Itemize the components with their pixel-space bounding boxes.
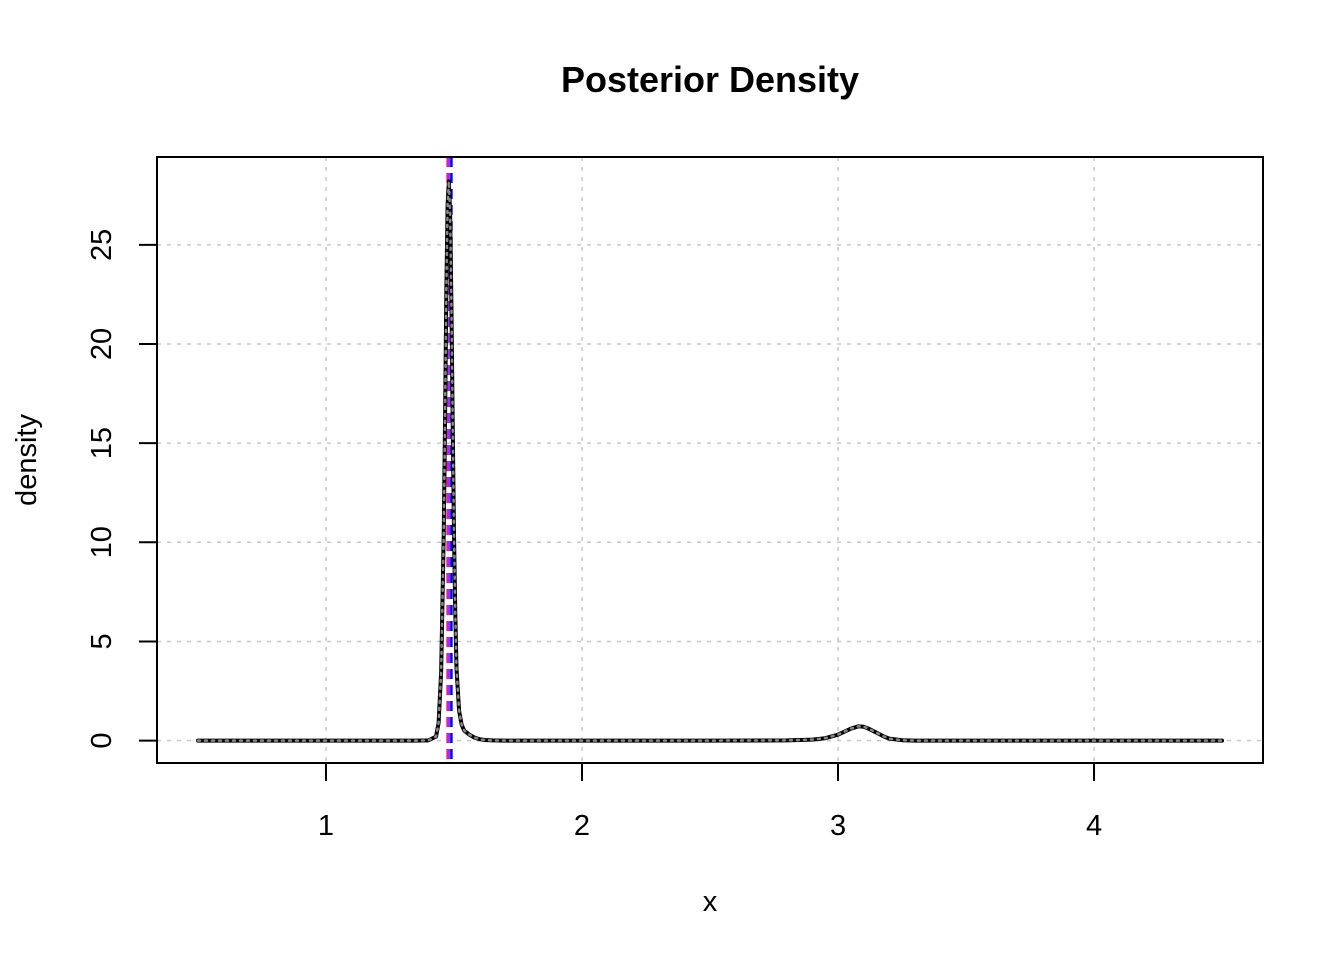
y-tick-label-4: 20	[86, 328, 118, 360]
y-axis-label: density	[11, 414, 43, 506]
density-series	[195, 179, 1225, 743]
grid	[157, 157, 1263, 763]
density-line-1	[196, 180, 1224, 742]
y-tick-label-2: 10	[86, 526, 118, 558]
y-axis: 0 5 10 15 20 25	[86, 229, 157, 749]
y-tick-label-3: 15	[86, 427, 118, 459]
x-tick-label-3: 4	[1086, 810, 1102, 842]
x-axis-label: x	[703, 886, 718, 918]
y-tick-label-5: 25	[86, 229, 118, 261]
y-tick-label-0: 0	[86, 733, 118, 749]
y-tick-label-1: 5	[86, 633, 118, 649]
x-tick-label-2: 3	[830, 810, 846, 842]
density-line-0	[195, 179, 1225, 743]
x-axis: 1 2 3 4	[318, 763, 1102, 842]
plot-frame	[156, 156, 1264, 764]
x-tick-label-0: 1	[318, 810, 334, 842]
chart-title: Posterior Density	[561, 59, 859, 100]
x-tick-label-1: 2	[574, 810, 590, 842]
